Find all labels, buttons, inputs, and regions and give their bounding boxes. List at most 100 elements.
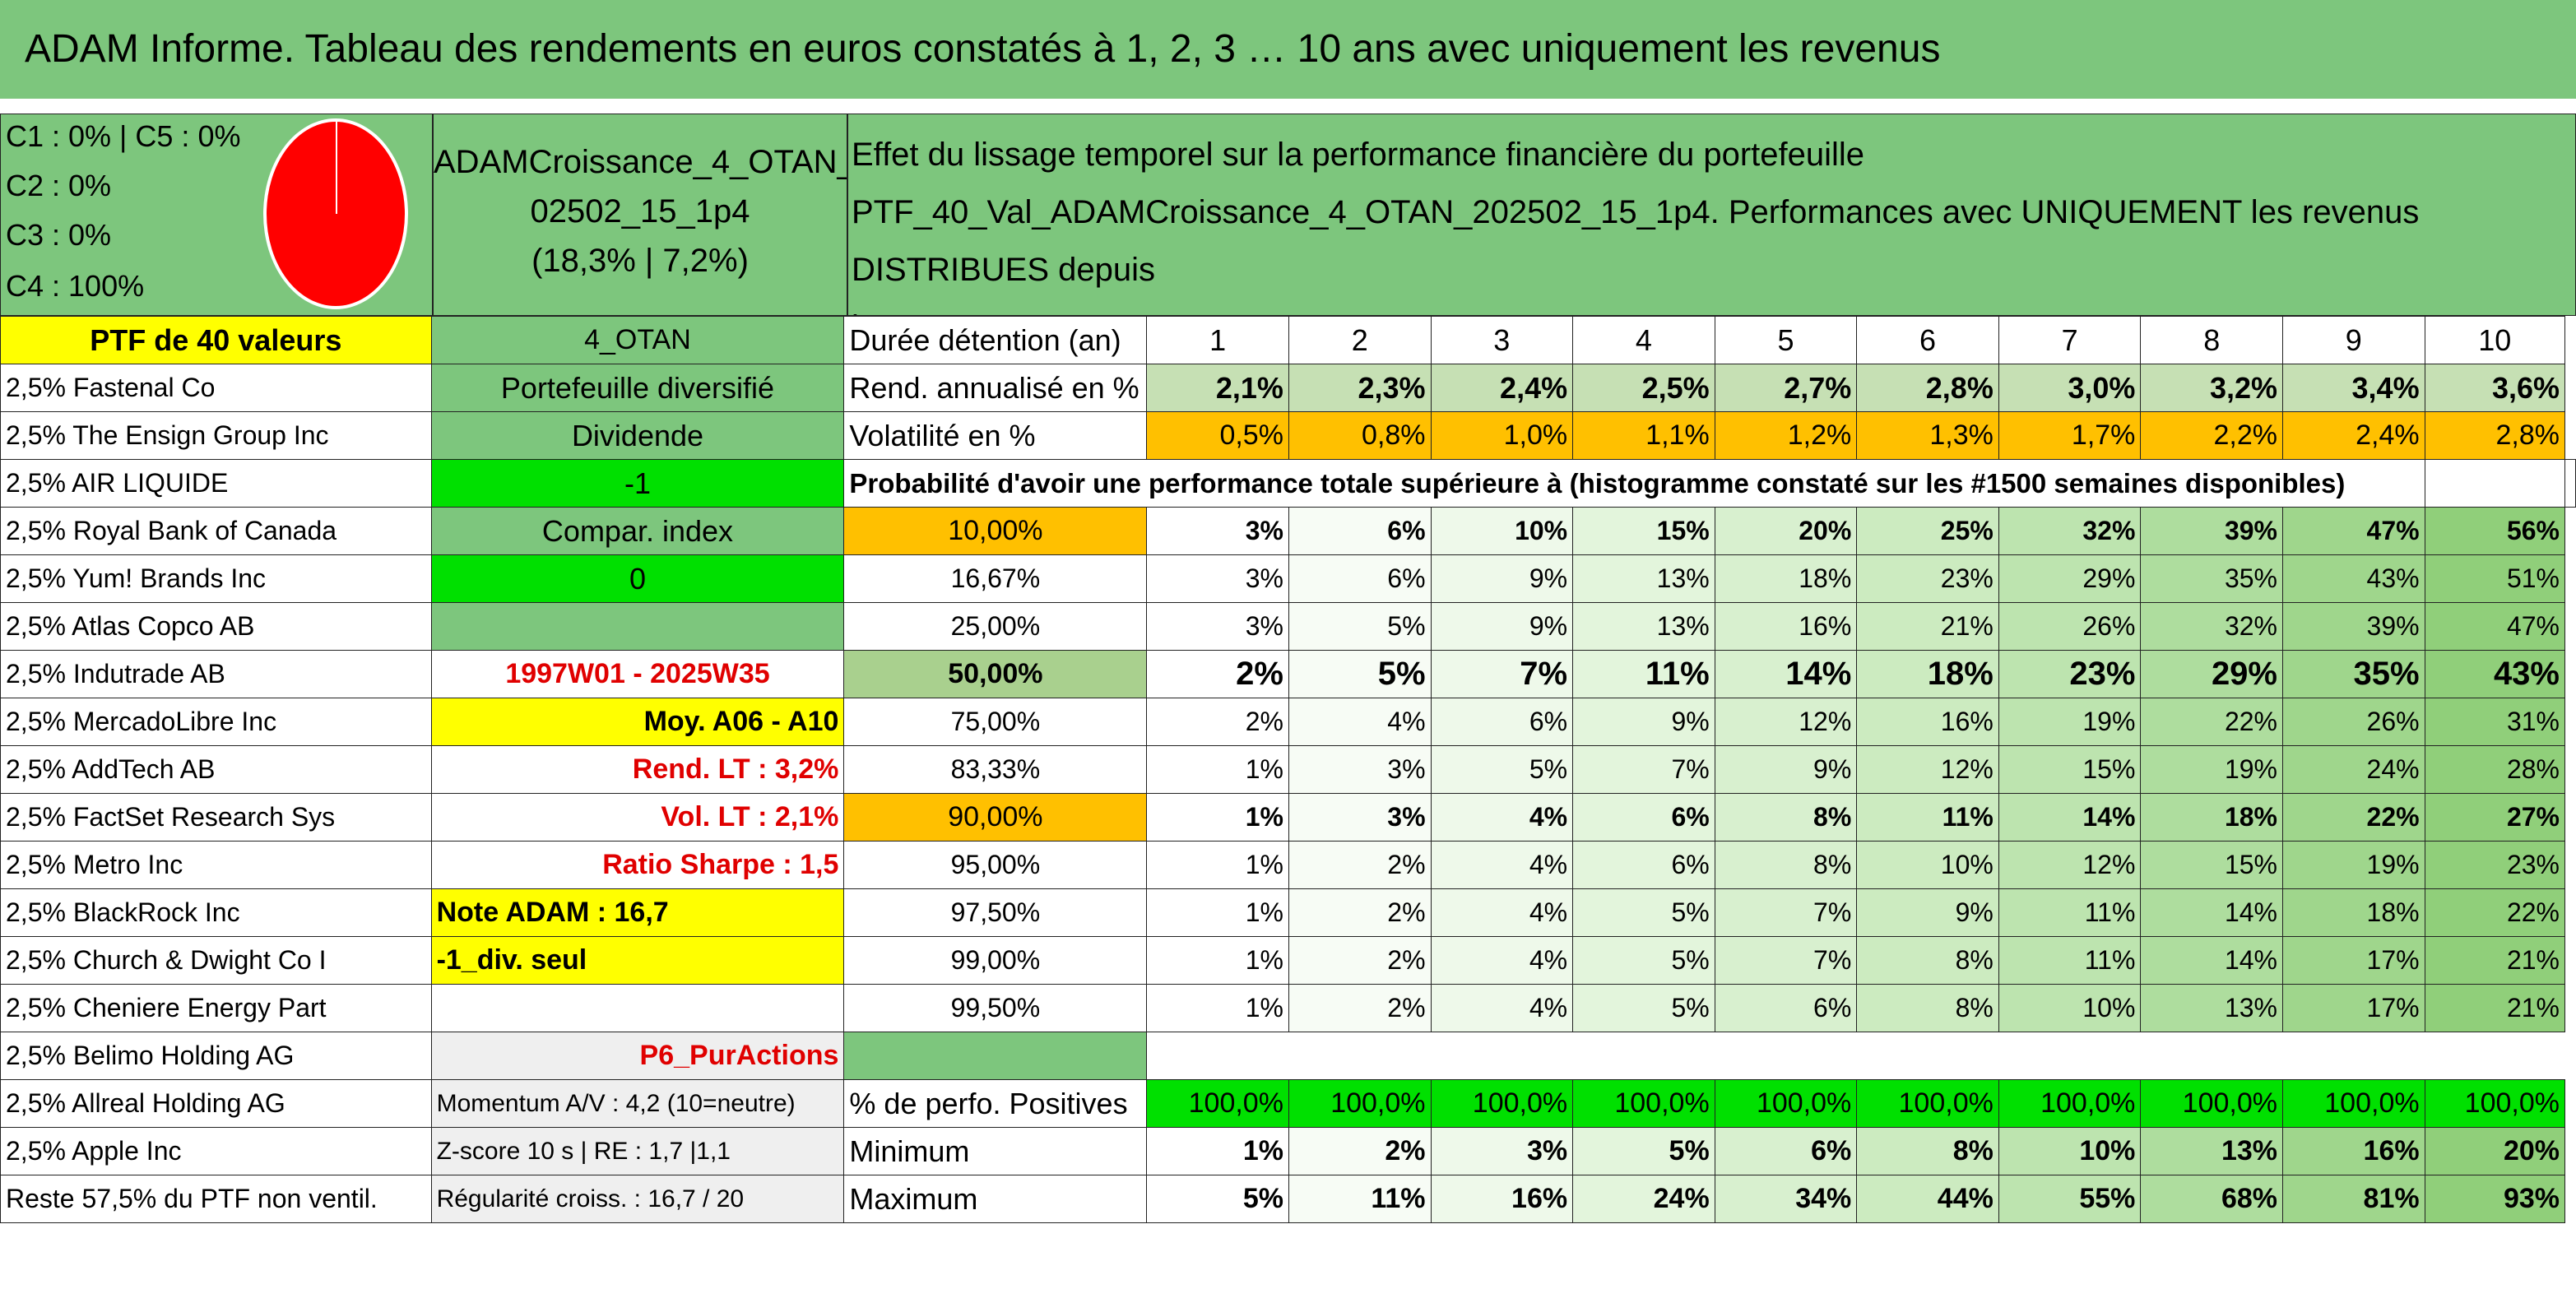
probability-value: 9% xyxy=(1856,888,1999,937)
probability-value: 18% xyxy=(1714,554,1858,603)
probability-value: 47% xyxy=(2424,602,2566,651)
table-row: 2,5% Fastenal Co Portefeuille diversifié R… xyxy=(0,364,2576,412)
probability-value: 11% xyxy=(1856,793,1999,842)
probability-value: 4% xyxy=(1288,698,1432,746)
annual-return-value: 2,3% xyxy=(1288,364,1432,412)
table-row: 2,5% Allreal Holding AG Momentum A/V : 4,… xyxy=(0,1079,2576,1128)
legend-line: C2 : 0% xyxy=(6,169,112,202)
table-row: PTF de 40 valeurs 4_OTAN Durée détention (… xyxy=(0,316,2576,364)
probability-value: 35% xyxy=(2282,650,2425,698)
holding-name: 2,5% AddTech AB xyxy=(0,745,432,794)
info-cell: Vol. LT : 2,1% xyxy=(430,793,845,842)
empty-cell xyxy=(843,1032,1148,1080)
probability-value: 6% xyxy=(1288,554,1432,603)
probability-value: 14% xyxy=(1714,650,1858,698)
probability-value: 5% xyxy=(1572,888,1715,937)
probability-value: 2% xyxy=(1288,888,1432,937)
holding-name: 2,5% Church & Dwight Co I xyxy=(0,936,432,985)
probability-value: 4% xyxy=(1430,936,1574,985)
minimum-value: 6% xyxy=(1714,1127,1858,1175)
probability-value: 4% xyxy=(1430,793,1574,842)
volatility-value: 1,1% xyxy=(1572,411,1715,460)
probability-value: 3% xyxy=(1146,507,1289,555)
probability-value: 25% xyxy=(1856,507,1999,555)
year-header: 4 xyxy=(1572,316,1715,364)
probability-value: 22% xyxy=(2282,793,2425,842)
probability-value: 24% xyxy=(2282,745,2425,794)
probability-value: 5% xyxy=(1572,984,1715,1032)
annual-return-value: 3,2% xyxy=(2140,364,2283,412)
probability-value: 13% xyxy=(1572,602,1715,651)
table-row: Reste 57,5% du PTF non ventil. Régularité… xyxy=(0,1175,2576,1223)
probability-value: 9% xyxy=(1572,698,1715,746)
empty-cell xyxy=(2564,459,2576,508)
positive-value: 100,0% xyxy=(1714,1079,1858,1128)
holding-name: 2,5% Fastenal Co xyxy=(0,364,432,412)
probability-value: 2% xyxy=(1146,650,1289,698)
info-cell: Momentum A/V : 4,2 (10=neutre) xyxy=(430,1079,845,1128)
info-cell: Note ADAM : 16,7 xyxy=(430,888,845,937)
probability-value: 17% xyxy=(2282,984,2425,1032)
minimum-value: 1% xyxy=(1146,1127,1289,1175)
probability-value: 39% xyxy=(2282,602,2425,651)
volatility-value: 0,5% xyxy=(1146,411,1289,460)
probability-value: 32% xyxy=(2140,602,2283,651)
probability-value: 1% xyxy=(1146,888,1289,937)
table-row: 2,5% Church & Dwight Co I -1_div. seul 99,… xyxy=(0,936,2576,985)
probability-value: 2% xyxy=(1288,984,1432,1032)
probability-value: 6% xyxy=(1572,793,1715,842)
rend-label: Rend. annualisé en % xyxy=(843,364,1148,412)
probability-value: 29% xyxy=(1998,554,2142,603)
info-cell: -1_div. seul xyxy=(430,936,845,985)
probability-value: 27% xyxy=(2424,793,2566,842)
positive-value: 100,0% xyxy=(1430,1079,1574,1128)
maximum-value: 16% xyxy=(1430,1175,1574,1223)
volatility-value: 1,2% xyxy=(1714,411,1858,460)
probability-threshold: 99,00% xyxy=(843,936,1148,985)
probability-value: 3% xyxy=(1146,554,1289,603)
positive-value: 100,0% xyxy=(1572,1079,1715,1128)
probability-value: 23% xyxy=(2424,841,2566,889)
probability-value: 2% xyxy=(1288,936,1432,985)
probability-value: 5% xyxy=(1430,745,1574,794)
info-cell: 1997W01 - 2025W35 xyxy=(430,650,845,698)
maximum-value: 5% xyxy=(1146,1175,1289,1223)
performance-table: PTF de 40 valeurs 4_OTAN Durée détention (… xyxy=(0,316,2576,1223)
probability-value: 39% xyxy=(2140,507,2283,555)
minimum-value: 16% xyxy=(2282,1127,2425,1175)
probability-value: 9% xyxy=(1430,602,1574,651)
probability-value: 10% xyxy=(1430,507,1574,555)
probability-value: 19% xyxy=(2282,841,2425,889)
probability-value: 15% xyxy=(1998,745,2142,794)
holding-name: 2,5% BlackRock Inc xyxy=(0,888,432,937)
positive-value: 100,0% xyxy=(2140,1079,2283,1128)
probability-value: 1% xyxy=(1146,841,1289,889)
probability-value: 3% xyxy=(1288,745,1432,794)
table-row: 2,5% Metro Inc Ratio Sharpe : 1,5 95,00% 1%… xyxy=(0,841,2576,889)
holding-name: 2,5% Atlas Copco AB xyxy=(0,602,432,651)
probability-value: 28% xyxy=(2424,745,2566,794)
holding-name: 2,5% The Ensign Group Inc xyxy=(0,411,432,460)
probability-value: 15% xyxy=(2140,841,2283,889)
minimum-value: 13% xyxy=(2140,1127,2283,1175)
probability-value: 35% xyxy=(2140,554,2283,603)
empty-cell xyxy=(2424,459,2566,508)
description-cell: Effet du lissage temporel sur la perform… xyxy=(847,114,2576,316)
maximum-value: 93% xyxy=(2424,1175,2566,1223)
probability-threshold: 10,00% xyxy=(843,507,1148,555)
probability-value: 9% xyxy=(1430,554,1574,603)
probability-value: 1% xyxy=(1146,984,1289,1032)
probability-value: 31% xyxy=(2424,698,2566,746)
description-line: janv 1997. xyxy=(852,299,2575,315)
info-cell: Rend. LT : 3,2% xyxy=(430,745,845,794)
page-title: ADAM Informe. Tableau des rendements en … xyxy=(0,0,2576,99)
probability-value: 21% xyxy=(1856,602,1999,651)
probability-value: 6% xyxy=(1572,841,1715,889)
title-separator xyxy=(0,99,2576,112)
minimum-value: 2% xyxy=(1288,1127,1432,1175)
year-header: 10 xyxy=(2424,316,2566,364)
legend-line: C4 : 100% xyxy=(6,269,145,303)
annual-return-value: 3,0% xyxy=(1998,364,2142,412)
probability-value: 22% xyxy=(2424,888,2566,937)
probability-value: 51% xyxy=(2424,554,2566,603)
